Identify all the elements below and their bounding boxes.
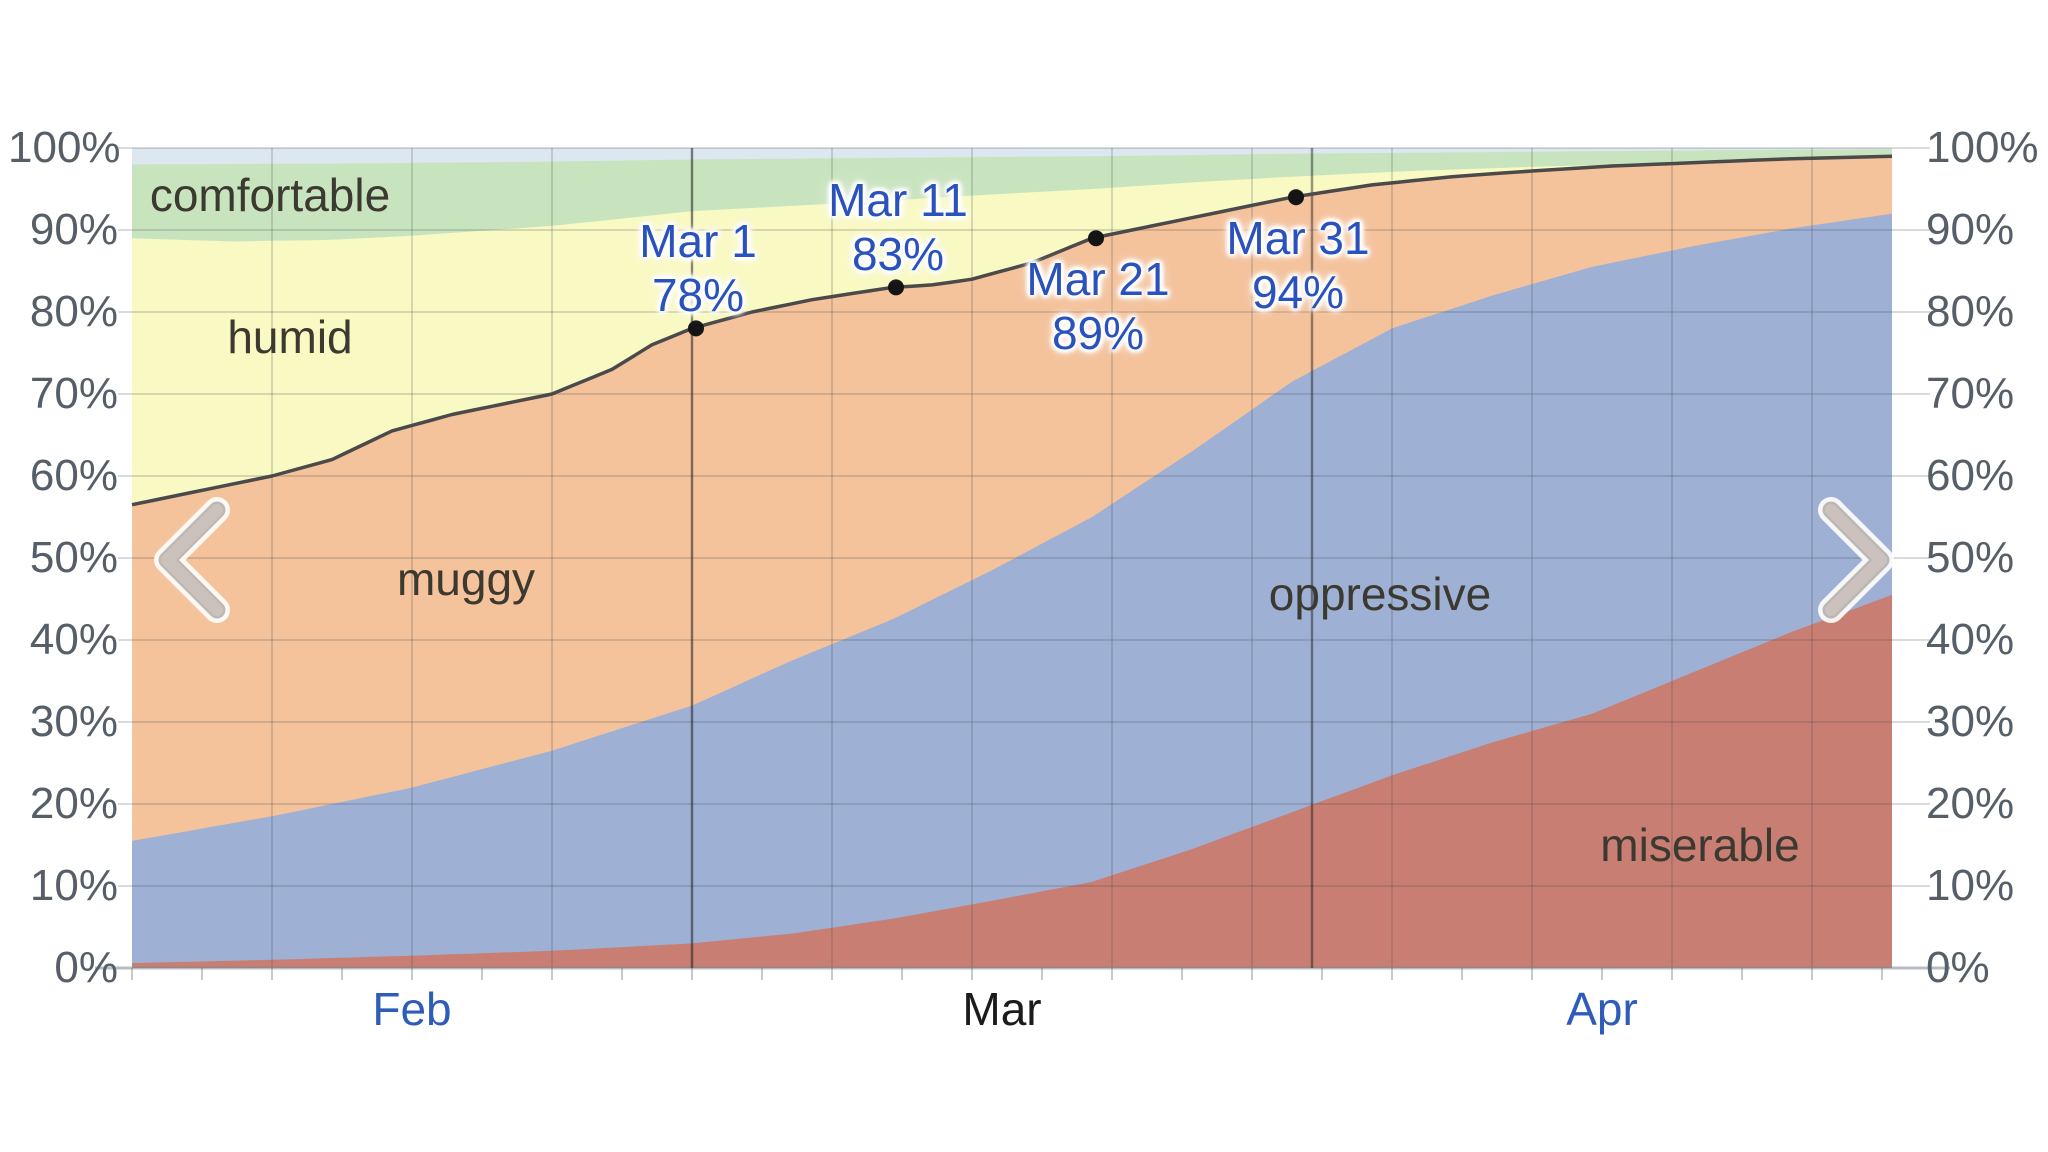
band-label-oppressive: oppressive	[1268, 568, 1492, 621]
next-period-button[interactable]	[1809, 492, 1905, 628]
y-tick-label-right-10: 100%	[1926, 123, 2039, 172]
y-tick-label-left-9: 90%	[29, 205, 118, 254]
callout-mar-31: Mar 31 94%	[1226, 211, 1369, 319]
y-tick-label-left-8: 80%	[29, 287, 118, 336]
y-tick-label-right-2: 20%	[1926, 779, 2015, 828]
y-tick-label-right-3: 30%	[1926, 697, 2015, 746]
callout-mar-11: Mar 11 83%	[828, 173, 968, 281]
band-label-miserable: miserable	[1600, 819, 1800, 871]
y-tick-label-left-1: 10%	[29, 861, 118, 910]
callout-mar-21: Mar 21 89%	[1026, 252, 1169, 360]
y-tick-label-right-1: 10%	[1926, 861, 2015, 910]
callout-date: Mar 21	[1026, 253, 1170, 306]
chevron-left-icon	[154, 497, 230, 623]
gridlines-layer	[95, 147, 1950, 980]
band-label-muggy: muggy	[396, 553, 536, 606]
y-tick-label-left-4: 40%	[29, 615, 118, 664]
y-tick-label-right-4: 40%	[1926, 615, 2015, 664]
y-tick-label-right-0: 0%	[1926, 943, 1990, 992]
y-tick-label-right-8: 80%	[1926, 287, 2015, 336]
callout-date: Mar 1	[639, 215, 757, 268]
y-tick-label-left-7: 70%	[29, 369, 118, 418]
chevron-right-icon	[1818, 497, 1894, 623]
data-dot-mar-1	[688, 320, 704, 337]
month-label-feb[interactable]: Feb	[372, 983, 452, 1035]
data-dot-mar-11	[888, 279, 904, 296]
muggy-or-worse-line	[131, 154, 1893, 507]
callout-value: 89%	[1051, 307, 1145, 360]
callout-value: 94%	[1251, 266, 1345, 319]
band-label-humid: humid	[227, 310, 353, 363]
callout-date: Mar 11	[828, 174, 968, 227]
y-tick-label-right-5: 50%	[1926, 533, 2015, 582]
y-tick-label-left-5: 50%	[29, 533, 118, 582]
y-tick-label-left-3: 30%	[29, 697, 118, 746]
y-tick-label-left-10: 100%	[8, 123, 121, 172]
month-label-mar: Mar	[962, 983, 1042, 1035]
callout-value: 83%	[851, 228, 945, 281]
area-miserable	[132, 594, 1892, 968]
y-tick-label-left-2: 20%	[29, 779, 118, 828]
y-tick-label-right-6: 60%	[1926, 451, 2015, 500]
y-tick-label-right-9: 90%	[1926, 205, 2015, 254]
month-label-apr[interactable]: Apr	[1566, 983, 1638, 1035]
callout-mar-1: Mar 1 78%	[639, 214, 757, 322]
prev-period-button[interactable]	[143, 492, 239, 628]
y-tick-label-left-6: 60%	[29, 451, 118, 500]
band-label-comfortable: comfortable	[149, 168, 391, 221]
areas-layer	[132, 148, 1892, 969]
data-dot-mar-31	[1288, 189, 1304, 206]
y-tick-label-left-0: 0%	[54, 943, 118, 992]
callout-value: 78%	[651, 269, 745, 322]
y-tick-label-right-7: 70%	[1926, 369, 2015, 418]
callout-date: Mar 31	[1226, 212, 1370, 265]
data-dot-mar-21	[1088, 230, 1104, 247]
